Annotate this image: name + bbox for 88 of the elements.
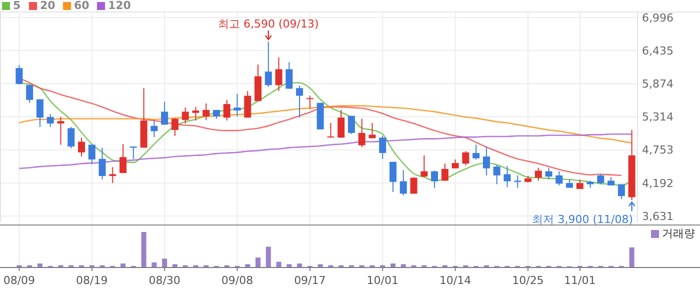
bar <box>400 264 406 267</box>
bar <box>172 264 178 267</box>
x-tick-label: 11/01 <box>564 274 596 287</box>
candlestick <box>348 115 355 135</box>
candlestick <box>306 95 314 110</box>
x-tick-label: 08/09 <box>3 274 36 287</box>
x-tick-label: 10/25 <box>512 274 544 287</box>
candlestick <box>358 118 366 148</box>
candlestick <box>78 137 85 158</box>
bar <box>276 262 282 267</box>
candlestick <box>482 146 490 176</box>
candlestick <box>109 166 116 184</box>
candlestick <box>120 144 127 174</box>
legend-label: 5 <box>13 0 21 12</box>
y-tick-label: 3,631 <box>642 210 674 223</box>
y-tick-label: 5,314 <box>642 110 674 124</box>
bar <box>629 247 634 267</box>
candlestick <box>150 120 158 138</box>
candlestick <box>472 144 480 160</box>
y-tick-label: 6,996 <box>642 11 674 24</box>
x-tick-label: 10/14 <box>439 274 472 287</box>
candlestick <box>420 154 428 178</box>
candlestick <box>410 176 418 194</box>
legend-label: 120 <box>108 0 132 12</box>
bar <box>141 232 146 267</box>
candlestick <box>504 165 511 188</box>
candlestick <box>514 174 522 188</box>
candlestick <box>98 147 106 180</box>
candlestick <box>462 150 470 166</box>
candlestick <box>400 170 407 196</box>
candlestick <box>36 98 44 128</box>
bar <box>162 258 168 267</box>
candlestick <box>286 62 293 90</box>
x-tick-label: 08/19 <box>76 274 108 287</box>
candlestick <box>88 144 96 165</box>
candlestick <box>264 40 272 88</box>
candlestick <box>16 64 23 86</box>
candlestick <box>223 99 230 122</box>
candlestick <box>296 85 304 118</box>
candlestick <box>618 184 625 200</box>
bar <box>286 264 292 267</box>
y-tick-label: 4,753 <box>642 144 674 157</box>
bar <box>256 258 261 267</box>
candlestick <box>275 56 282 92</box>
bar <box>37 264 42 267</box>
bar <box>266 246 271 267</box>
candlestick <box>389 161 396 192</box>
candlestick <box>161 101 168 126</box>
bar <box>297 264 302 267</box>
candlestick <box>597 174 604 185</box>
candlestick <box>368 122 376 139</box>
candlestick <box>576 179 584 190</box>
candlestick <box>556 170 563 186</box>
candlestick <box>46 114 54 128</box>
candlestick <box>171 118 178 136</box>
legend-label: 60 <box>74 0 90 12</box>
candlestick <box>338 109 345 138</box>
bar <box>120 264 126 267</box>
y-tick-label: 5,874 <box>642 78 674 91</box>
candlestick <box>244 90 252 118</box>
bar <box>390 264 396 267</box>
x-tick-label: 09/08 <box>221 274 254 287</box>
candlestick <box>545 167 552 180</box>
bar <box>245 264 250 267</box>
candlestick <box>192 106 200 122</box>
annotation: 최고 6,590 (09/13) <box>218 17 319 30</box>
candlestick <box>57 116 64 146</box>
legend-label: 거래량 <box>662 227 695 240</box>
annotation: 최저 3,900 (11/08) <box>532 213 633 226</box>
candlestick <box>26 84 34 104</box>
candlestick <box>182 107 189 124</box>
bar <box>152 262 157 267</box>
candlestick <box>441 163 448 182</box>
candlestick <box>534 167 542 182</box>
y-tick-label: 4,192 <box>642 176 674 190</box>
bar <box>318 264 323 267</box>
candlestick <box>234 93 241 117</box>
candlestick <box>68 126 75 149</box>
legend-label: 20 <box>40 0 56 12</box>
x-tick-label: 10/01 <box>366 274 398 287</box>
x-tick-label: 09/17 <box>294 274 326 287</box>
candlestick <box>431 170 438 188</box>
candlestick <box>493 164 500 185</box>
candlestick <box>327 122 334 138</box>
y-tick-label: 6,435 <box>642 44 674 58</box>
candlestick <box>202 102 210 120</box>
candlestick <box>379 135 386 160</box>
x-tick-label: 08/30 <box>148 274 180 287</box>
